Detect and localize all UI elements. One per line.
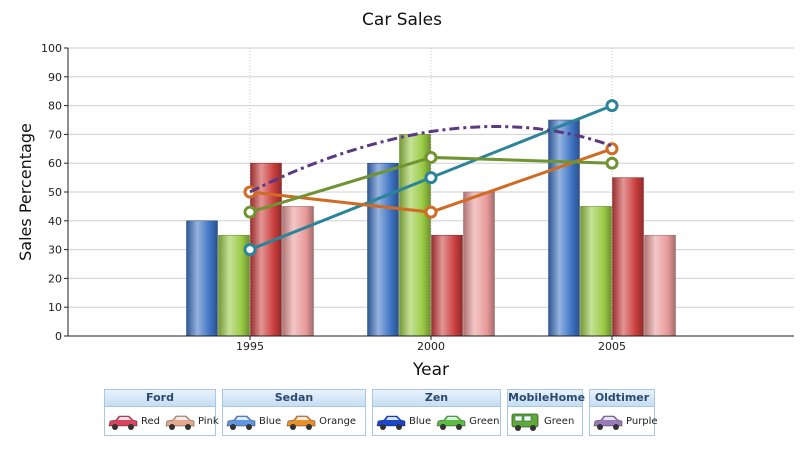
legend-item-label: Green (469, 416, 500, 427)
legend-item-label: Purple (626, 416, 658, 427)
y-tick-label: 50 (48, 186, 62, 199)
bar (367, 162, 399, 337)
legend-group-mobilehome: MobileHome Green (507, 389, 585, 436)
car-icon (108, 415, 138, 430)
line-point (424, 150, 438, 164)
legend: Ford Red Pink Sedan Blue Orange Zen Blue Green Mo… (104, 389, 658, 436)
ticks: 0 10 20 30 40 50 60 70 80 90 100 1995 2000 2005 (41, 42, 626, 353)
line-point (605, 156, 619, 170)
legend-item: Blue (225, 411, 281, 433)
line-point (424, 205, 438, 219)
legend-item: Green (510, 411, 574, 433)
legend-group-title: MobileHome (508, 390, 585, 407)
x-tick-label: 2005 (598, 340, 626, 353)
legend-group-title: Ford (105, 390, 215, 407)
legend-item-label: Red (141, 416, 160, 427)
legend-group-ford: Ford Red Pink (104, 389, 219, 436)
legend-item: Blue (375, 411, 431, 433)
car-sales-chart: Car Sales Sales Percentage Year 0 10 20 30 4… (16, 10, 794, 380)
line-point (243, 205, 257, 219)
x-tick-label: 1995 (236, 340, 264, 353)
legend-item-label: Orange (319, 416, 357, 427)
x-tick-label: 2000 (417, 340, 445, 353)
legend-group-oldtimer: Oldtimer Purple (589, 389, 658, 436)
grid (68, 47, 794, 336)
bar (548, 119, 580, 337)
x-axis-label: Year (412, 360, 449, 380)
legend-item-label: Pink (198, 416, 219, 427)
y-tick-label: 10 (48, 301, 62, 314)
bar (186, 220, 218, 337)
bar (431, 234, 463, 337)
y-tick-label: 0 (55, 330, 62, 343)
car-icon (286, 415, 316, 430)
y-tick-label: 20 (48, 272, 62, 285)
legend-item-label: Blue (259, 416, 282, 427)
legend-group-title: Zen (373, 390, 500, 407)
line-point (243, 243, 257, 257)
y-tick-label: 40 (48, 215, 62, 228)
legend-group-title: Oldtimer (590, 390, 654, 407)
line-point (424, 171, 438, 185)
legend-item: Pink (164, 411, 219, 433)
y-tick-label: 60 (48, 157, 62, 170)
bar (463, 191, 495, 337)
bar (580, 206, 612, 337)
y-tick-label: 100 (41, 42, 62, 55)
legend-item: Orange (285, 411, 356, 433)
legend-item-label: Blue (409, 416, 432, 427)
y-axis-label: Sales Percentage (16, 123, 35, 261)
legend-group-sedan: Sedan Blue Orange (222, 389, 366, 436)
y-tick-label: 80 (48, 100, 62, 113)
line-series-dashdot (249, 125, 613, 194)
y-tick-label: 30 (48, 244, 62, 257)
car-icon (593, 415, 623, 430)
bar (612, 177, 644, 337)
van-icon (511, 413, 539, 431)
legend-item: Green (435, 411, 499, 433)
legend-group-title: Sedan (223, 390, 365, 407)
legend-item: Purple (592, 411, 658, 433)
car-icon (436, 415, 466, 430)
legend-item-label: Green (544, 416, 575, 427)
chart-title: Car Sales (362, 10, 442, 30)
car-icon (376, 415, 406, 430)
y-tick-label: 90 (48, 71, 62, 84)
legend-item: Red (107, 411, 160, 433)
car-icon (165, 415, 195, 430)
line-point (605, 99, 619, 113)
car-icon (226, 415, 256, 430)
y-tick-label: 70 (48, 128, 62, 141)
bar (644, 234, 676, 337)
lines (243, 99, 619, 257)
legend-group-zen: Zen Blue Green (372, 389, 501, 436)
